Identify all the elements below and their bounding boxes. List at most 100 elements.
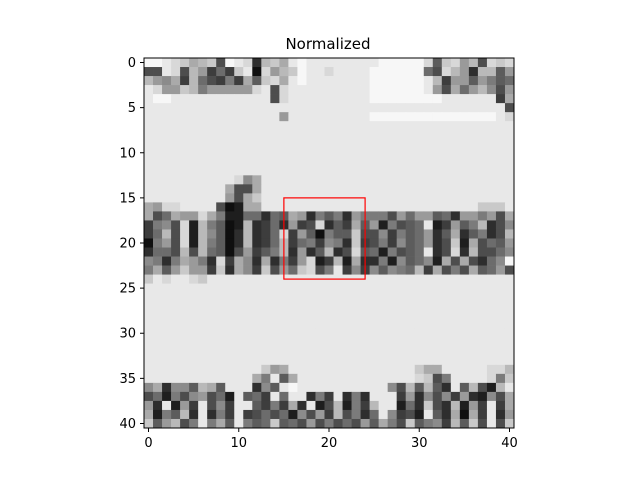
heatmap-cell	[270, 67, 280, 77]
heatmap-cell	[423, 409, 434, 420]
heatmap-cell	[306, 400, 316, 411]
heatmap-cell	[162, 274, 172, 284]
heatmap-cell	[405, 229, 416, 239]
heatmap-cell	[504, 184, 515, 194]
heatmap-cell	[378, 76, 388, 86]
heatmap-cell	[180, 148, 190, 158]
heatmap-cell	[459, 364, 470, 375]
heatmap-cell	[225, 301, 235, 312]
heatmap-cell	[207, 202, 217, 212]
heatmap-cell	[324, 409, 334, 420]
heatmap-cell	[234, 364, 244, 375]
heatmap-cell	[189, 139, 199, 149]
chart-title: Normalized	[285, 35, 370, 53]
heatmap-cell	[324, 67, 334, 77]
heatmap-cell	[450, 229, 461, 239]
heatmap-cell	[486, 274, 497, 284]
heatmap-cell	[405, 166, 416, 176]
heatmap-cell	[468, 400, 479, 411]
heatmap-cell	[315, 67, 325, 77]
heatmap-cell	[450, 328, 461, 339]
heatmap-cell	[414, 391, 425, 402]
heatmap-cell	[351, 373, 361, 384]
heatmap-cell	[396, 157, 407, 167]
heatmap-cell	[468, 238, 479, 248]
heatmap-cell	[189, 76, 199, 86]
heatmap-cell	[270, 121, 280, 131]
heatmap-cell	[198, 382, 208, 393]
heatmap-cell	[297, 409, 307, 420]
heatmap-cell	[189, 247, 199, 257]
heatmap-cell	[162, 157, 172, 167]
heatmap-cell	[144, 391, 154, 402]
heatmap-cell	[261, 238, 271, 248]
heatmap-cell	[423, 94, 434, 104]
heatmap-cell	[162, 58, 172, 68]
heatmap-cell	[378, 391, 388, 402]
heatmap-cell	[333, 67, 343, 77]
heatmap-cell	[216, 193, 226, 203]
heatmap-cell	[432, 85, 443, 95]
heatmap-cell	[405, 121, 416, 131]
heatmap-cell	[405, 364, 416, 375]
heatmap-cell	[450, 148, 461, 158]
heatmap-cell	[171, 265, 181, 275]
heatmap-cell	[279, 391, 289, 402]
heatmap-cell	[396, 310, 407, 321]
heatmap-cell	[261, 328, 271, 339]
heatmap-cell	[360, 337, 370, 348]
heatmap-cell	[450, 256, 461, 266]
heatmap-cell	[342, 85, 352, 95]
heatmap-cell	[288, 157, 298, 167]
heatmap-cell	[369, 121, 379, 131]
heatmap-cell	[153, 94, 163, 104]
heatmap-cell	[207, 139, 217, 149]
heatmap-cell	[405, 283, 416, 293]
heatmap-cell	[162, 148, 172, 158]
heatmap-cell	[333, 139, 343, 149]
heatmap-cell	[450, 247, 461, 257]
heatmap-cell	[243, 265, 253, 275]
heatmap-cell	[180, 256, 190, 266]
heatmap-cell	[477, 274, 488, 284]
heatmap-cell	[396, 274, 407, 284]
heatmap-cell	[144, 256, 154, 266]
heatmap-cell	[378, 166, 388, 176]
heatmap-cell	[216, 121, 226, 131]
heatmap-cell	[324, 247, 334, 257]
heatmap-cell	[162, 373, 172, 384]
heatmap-cell	[234, 94, 244, 104]
heatmap-cell	[270, 400, 280, 411]
heatmap-cell	[396, 103, 407, 113]
heatmap-cell	[207, 238, 217, 248]
heatmap-cell	[162, 184, 172, 194]
heatmap-cell	[162, 328, 172, 339]
heatmap-cell	[306, 328, 316, 339]
heatmap-cell	[288, 184, 298, 194]
heatmap-cell	[495, 58, 506, 68]
heatmap-cell	[261, 148, 271, 158]
heatmap-cell	[324, 58, 334, 68]
heatmap-cell	[315, 112, 325, 122]
heatmap-cell	[477, 112, 488, 122]
heatmap-cell	[441, 319, 452, 330]
heatmap-cell	[144, 400, 154, 411]
heatmap-cell	[486, 310, 497, 321]
heatmap-cell	[405, 67, 416, 77]
heatmap-cell	[144, 166, 154, 176]
heatmap-cell	[297, 238, 307, 248]
heatmap-cell	[504, 400, 515, 411]
heatmap-cell	[189, 121, 199, 131]
heatmap-cell	[441, 247, 452, 257]
heatmap-cell	[459, 355, 470, 366]
heatmap-cell	[387, 211, 398, 221]
heatmap-cell	[198, 310, 208, 321]
heatmap-cell	[432, 67, 443, 77]
heatmap-cell	[378, 130, 388, 140]
heatmap-cell	[315, 400, 325, 411]
heatmap-cell	[495, 292, 506, 302]
heatmap-cell	[261, 184, 271, 194]
heatmap-cell	[261, 337, 271, 348]
heatmap-cell	[207, 418, 217, 429]
heatmap-cell	[378, 355, 388, 366]
